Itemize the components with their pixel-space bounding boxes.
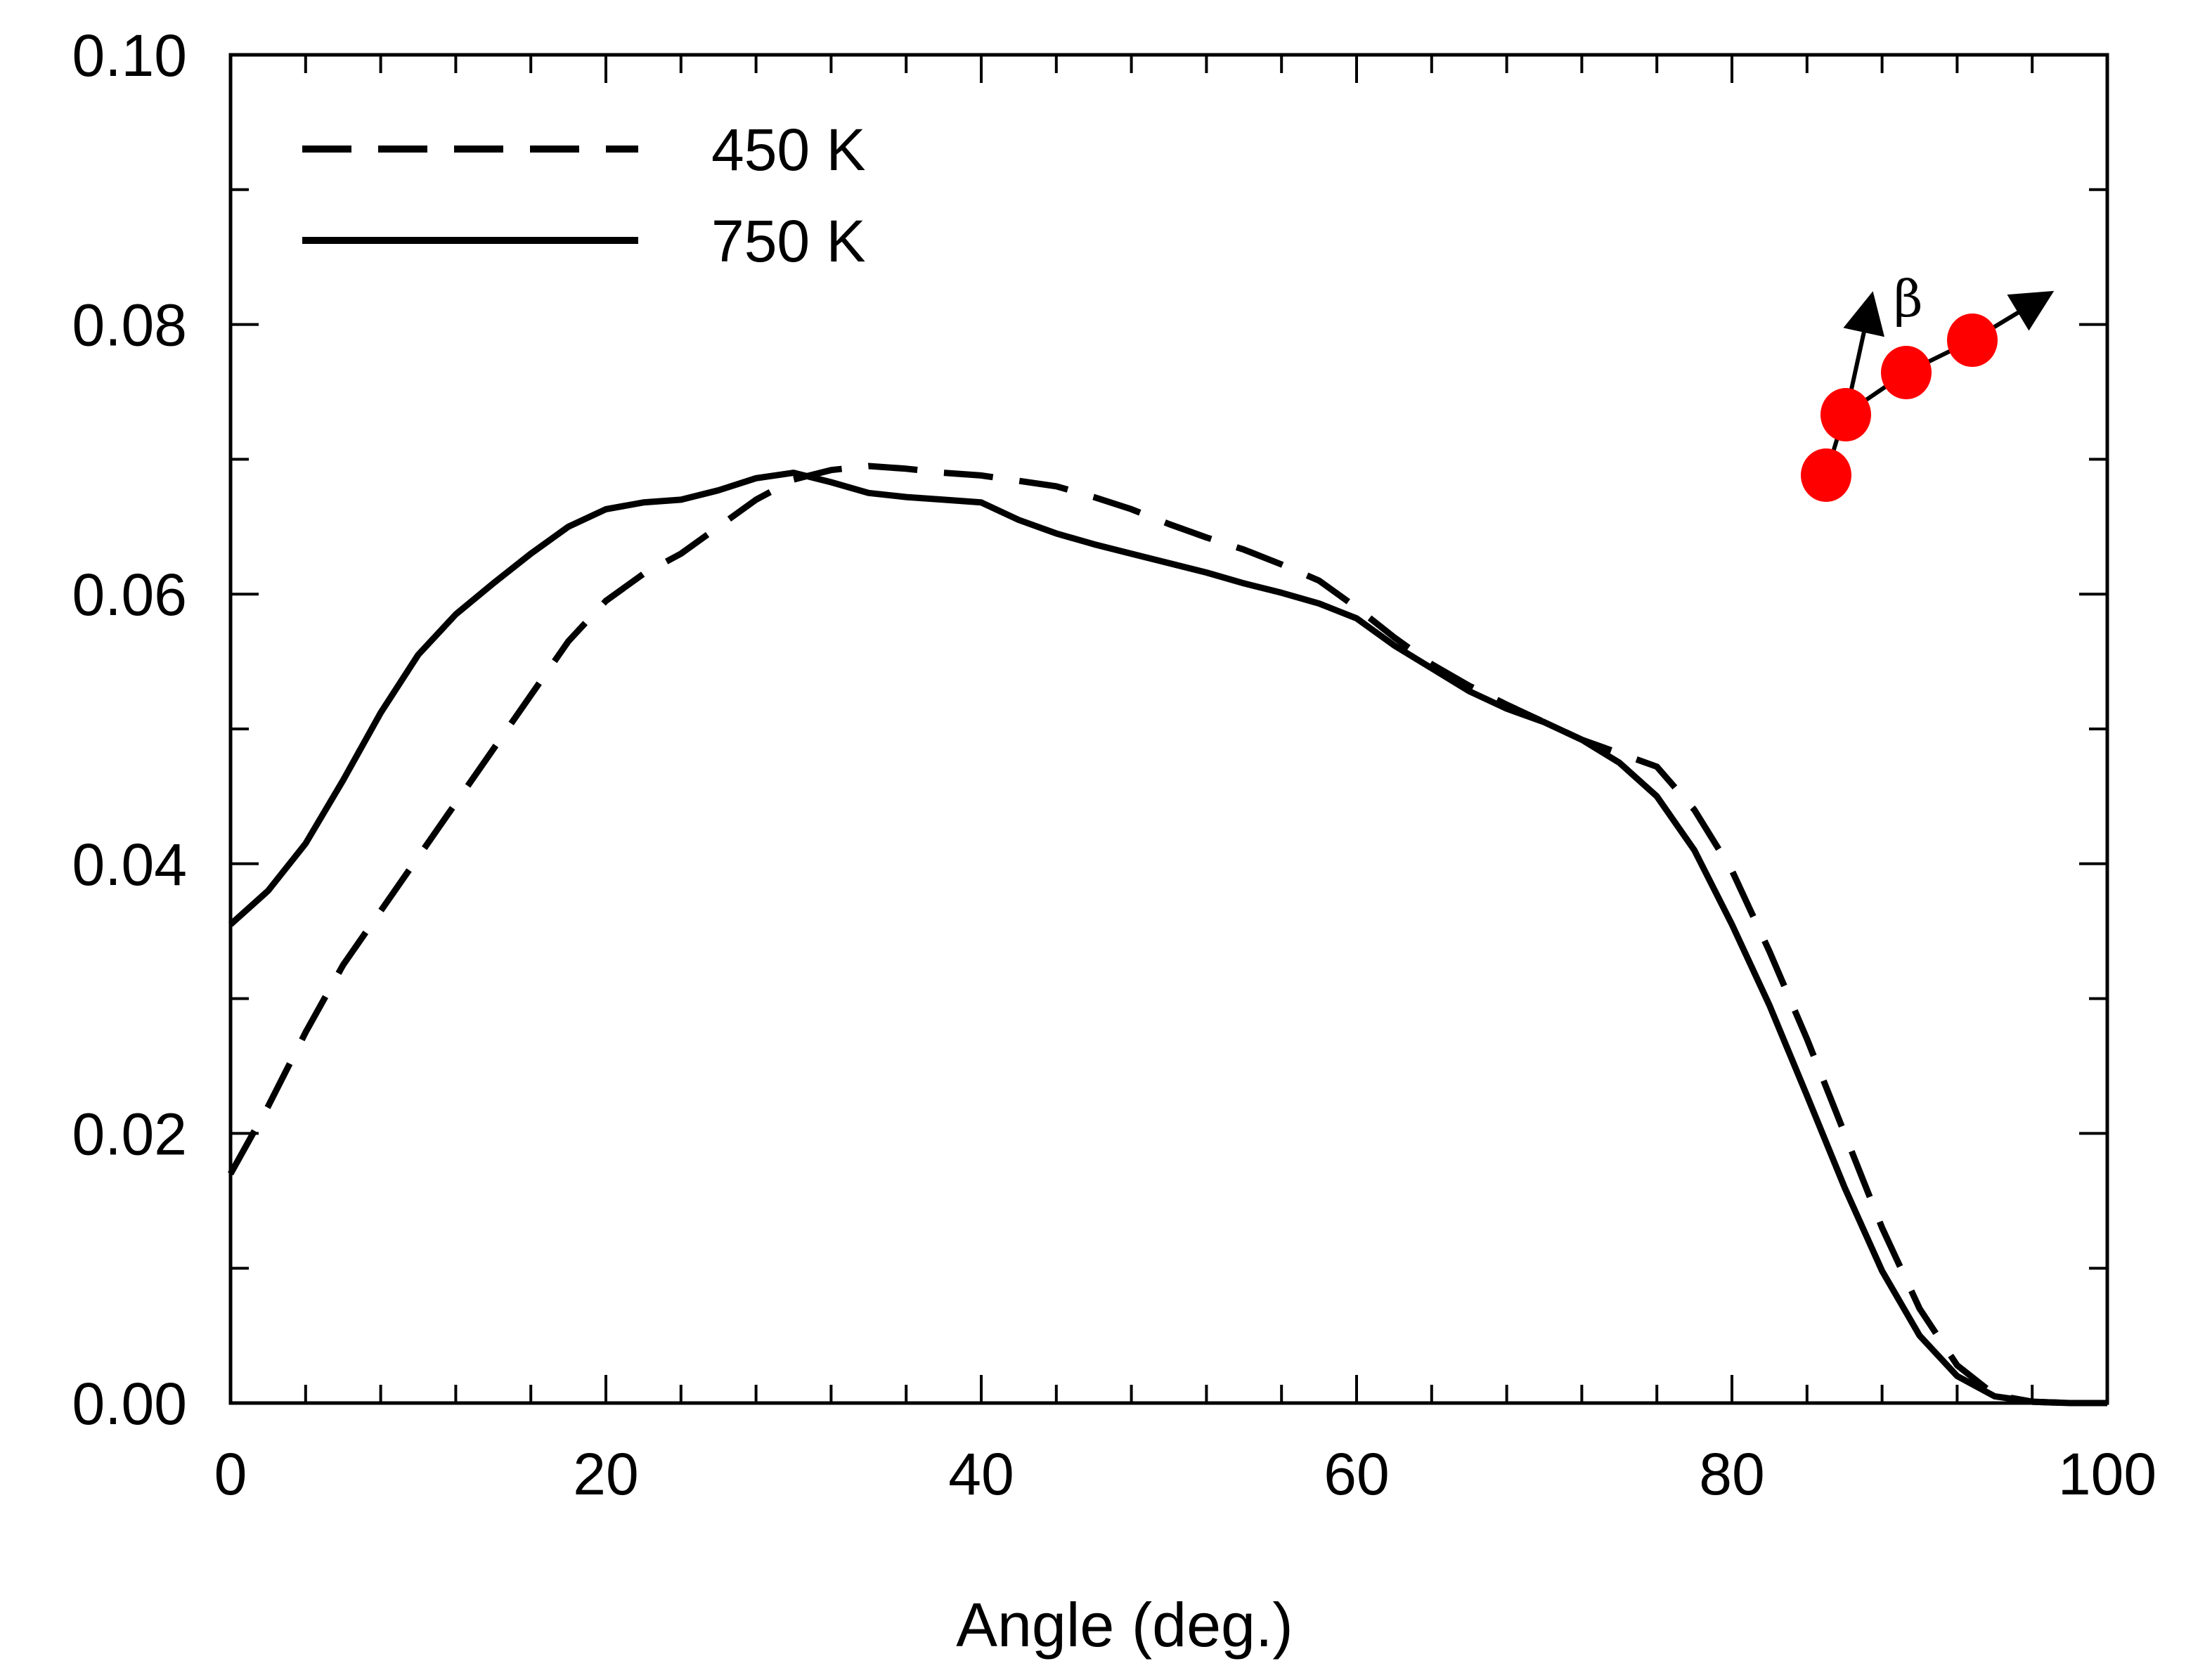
x-tick-label: 60: [1324, 1441, 1389, 1507]
inset-atom: [1820, 388, 1871, 441]
atom-chain-inset: β: [1801, 269, 2055, 502]
y-tick-label: 0.06: [72, 562, 188, 628]
x-tick-label: 100: [2058, 1441, 2156, 1507]
y-axis-tick-labels: 0.00 0.02 0.04 0.06 0.08 0.10: [72, 22, 188, 1437]
legend-label-750k: 750 K: [711, 208, 866, 274]
inset-arrow-beta: [1843, 291, 1885, 403]
y-tick-label: 0.00: [72, 1371, 188, 1437]
x-tick-label: 20: [573, 1441, 638, 1507]
inset-atom: [1947, 314, 1998, 367]
legend: 450 K 750 K: [302, 117, 866, 274]
y-tick-label: 0.08: [72, 292, 188, 358]
x-axis-title: Angle (deg.): [956, 1590, 1293, 1660]
series-lines: [228, 463, 2107, 1407]
series-line-750k: [228, 470, 2107, 1407]
plot-frame: [228, 53, 2109, 1405]
y-axis-ticks: [231, 53, 2107, 1404]
y-tick-label: 0.02: [72, 1101, 188, 1167]
x-axis-tick-labels: 0 20 40 60 80 100: [214, 1441, 2156, 1507]
x-tick-label: 80: [1699, 1441, 1764, 1507]
legend-label-450k: 450 K: [711, 117, 866, 183]
y-tick-label: 0.10: [72, 22, 188, 89]
y-tick-label: 0.04: [72, 832, 188, 898]
series-line-450k: [228, 463, 2107, 1407]
x-axis-ticks: [229, 55, 2109, 1403]
inset-atom: [1881, 346, 1932, 399]
x-tick-label: 40: [948, 1441, 1014, 1507]
inset-atom: [1801, 448, 1851, 502]
x-tick-label: 0: [214, 1441, 247, 1507]
inset-beta-label: β: [1894, 269, 1923, 328]
